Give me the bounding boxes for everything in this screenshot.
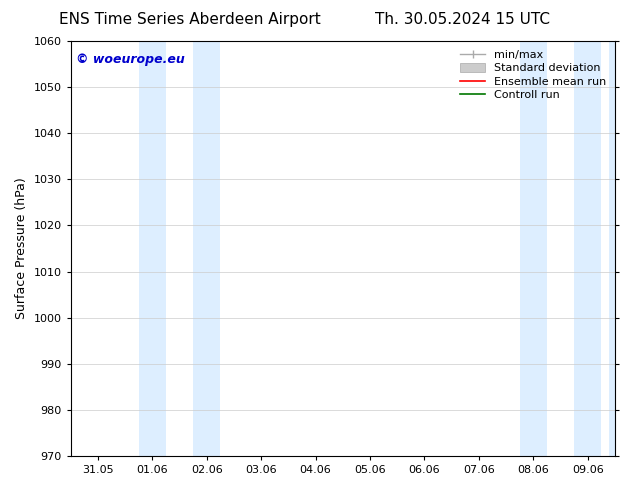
Bar (193, 41, 221, 456)
Text: ENS Time Series Aberdeen Airport: ENS Time Series Aberdeen Airport (60, 12, 321, 27)
Text: Th. 30.05.2024 15 UTC: Th. 30.05.2024 15 UTC (375, 12, 550, 27)
Y-axis label: Surface Pressure (hPa): Surface Pressure (hPa) (15, 178, 28, 319)
Bar (609, 41, 615, 456)
Bar (520, 41, 547, 456)
Text: © woeurope.eu: © woeurope.eu (76, 53, 185, 67)
Legend: min/max, Standard deviation, Ensemble mean run, Controll run: min/max, Standard deviation, Ensemble me… (456, 46, 611, 105)
Bar (574, 41, 601, 456)
Bar (139, 41, 166, 456)
